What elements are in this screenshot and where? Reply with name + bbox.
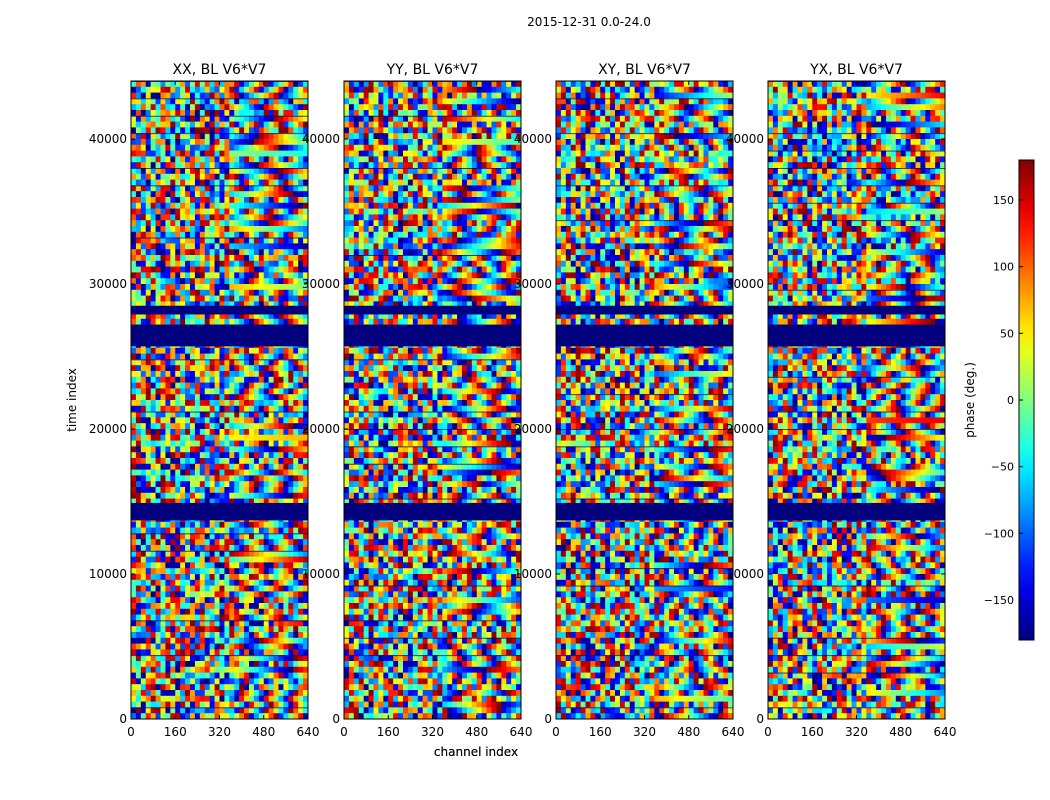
flagged-band xyxy=(556,502,733,521)
x-tick-label: 0 xyxy=(340,725,348,739)
phase-heatmap-image xyxy=(556,81,733,719)
x-tick-label: 640 xyxy=(722,725,745,739)
x-tick-label: 160 xyxy=(589,725,612,739)
phase-heatmap-image xyxy=(131,81,308,719)
x-tick-label: 480 xyxy=(465,725,488,739)
x-tick-label: 640 xyxy=(510,725,533,739)
panel-title: YY, BL V6*V7 xyxy=(386,62,479,78)
y-tick-label: 40000 xyxy=(514,132,552,146)
y-tick-label: 10000 xyxy=(89,567,127,581)
panel-title: XX, BL V6*V7 xyxy=(173,62,267,78)
y-tick-label: 40000 xyxy=(726,132,764,146)
flagged-band xyxy=(131,502,308,521)
flagged-band xyxy=(768,502,945,521)
y-tick-label: 0 xyxy=(119,712,127,726)
x-axis-label: channel index xyxy=(434,745,518,759)
panel-2: YY, BL V6*V7 0 160 320 480 640 0 10000 20000 3000… xyxy=(302,62,533,759)
colorbar: −150 −100 −50 0 50 100 150 phase (deg.) xyxy=(963,159,1035,641)
y-tick-label: 20000 xyxy=(726,422,764,436)
y-tick-label: 10000 xyxy=(514,567,552,581)
y-tick-label: 10000 xyxy=(726,567,764,581)
x-tick-label: 640 xyxy=(297,725,320,739)
x-tick-label: 160 xyxy=(801,725,824,739)
x-tick-label: 320 xyxy=(421,725,444,739)
figure-suptitle: 2015-12-31 0.0-24.0 xyxy=(527,15,651,29)
x-tick-label: 160 xyxy=(164,725,187,739)
panel-title: YX, BL V6*V7 xyxy=(809,62,903,78)
y-tick-label: 20000 xyxy=(302,422,340,436)
x-tick-label: 480 xyxy=(252,725,275,739)
y-tick-label: 30000 xyxy=(89,277,127,291)
colorbar-label: phase (deg.) xyxy=(963,362,977,438)
panel-3: XY, BL V6*V7 0 160 320 480 640 0 10000 20000 3000… xyxy=(514,62,745,739)
y-tick-label: 0 xyxy=(332,712,340,726)
x-tick-label: 320 xyxy=(845,725,868,739)
phase-heatmap-image xyxy=(768,81,945,719)
flagged-band xyxy=(768,305,945,315)
flagged-band xyxy=(344,502,521,521)
flagged-band xyxy=(344,305,521,315)
x-tick-label: 320 xyxy=(208,725,231,739)
y-tick-label: 30000 xyxy=(302,277,340,291)
y-tick-label: 0 xyxy=(544,712,552,726)
y-tick-label: 30000 xyxy=(514,277,552,291)
panel-4: YX, BL V6*V7 0 160 320 480 640 0 10000 20000 3000… xyxy=(726,62,957,739)
panels-group: XX, BL V6*V7 0 160 320 480 640 0 10000 20000 3000… xyxy=(65,62,956,759)
x-axis-label: channel index xyxy=(434,745,518,759)
colorbar-tick-label: −100 xyxy=(984,527,1014,540)
colorbar-tick-label: 150 xyxy=(993,194,1014,207)
y-tick-label: 40000 xyxy=(89,132,127,146)
x-tick-label: 0 xyxy=(127,725,135,739)
panel-1: XX, BL V6*V7 0 160 320 480 640 0 10000 20000 3000… xyxy=(65,62,518,759)
phase-heatmap-image xyxy=(344,81,521,719)
x-tick-label: 160 xyxy=(377,725,400,739)
flagged-band xyxy=(556,324,733,347)
y-tick-label: 40000 xyxy=(302,132,340,146)
flagged-band xyxy=(131,324,308,347)
colorbar-tick-label: 0 xyxy=(1007,394,1014,407)
colorbar-tick-label: −50 xyxy=(991,461,1014,474)
y-tick-label: 20000 xyxy=(89,422,127,436)
x-tick-label: 320 xyxy=(633,725,656,739)
colorbar-tick-label: 50 xyxy=(1000,327,1014,340)
flagged-band xyxy=(768,324,945,347)
flagged-band xyxy=(556,305,733,315)
y-tick-label: 20000 xyxy=(514,422,552,436)
x-tick-label: 480 xyxy=(677,725,700,739)
colorbar-tick-label: 100 xyxy=(993,261,1014,274)
flagged-band xyxy=(344,324,521,347)
y-tick-label: 30000 xyxy=(726,277,764,291)
y-tick-label: 0 xyxy=(756,712,764,726)
y-tick-label: 10000 xyxy=(302,567,340,581)
panel-title: XY, BL V6*V7 xyxy=(598,62,691,78)
x-tick-label: 0 xyxy=(552,725,560,739)
colorbar-tick-label: −150 xyxy=(984,594,1014,607)
x-tick-label: 0 xyxy=(764,725,772,739)
flagged-band xyxy=(131,305,308,315)
y-axis-label: time index xyxy=(65,368,79,432)
x-tick-label: 480 xyxy=(889,725,912,739)
x-tick-label: 640 xyxy=(934,725,957,739)
